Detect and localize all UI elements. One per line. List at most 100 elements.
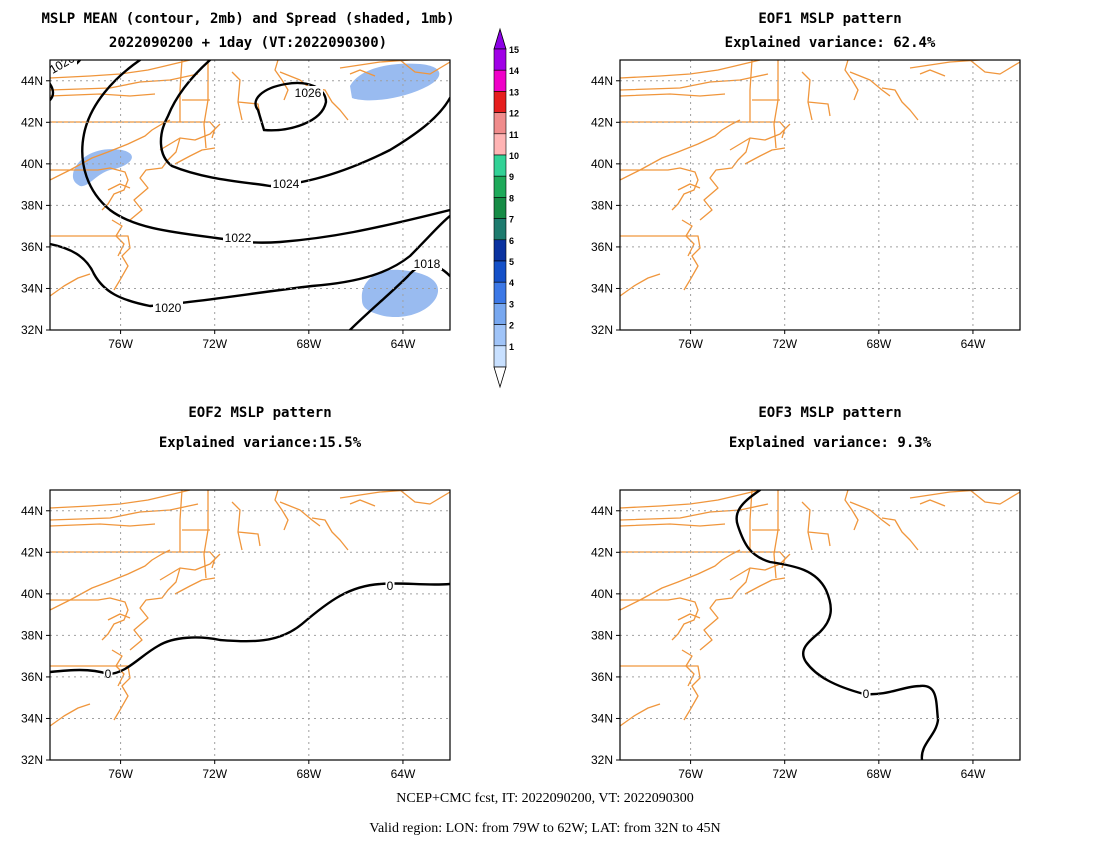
colorbar-max-arrow xyxy=(493,27,507,50)
latitude-tick-label: 34N xyxy=(591,281,613,295)
latitude-tick-label: 36N xyxy=(591,240,613,254)
latitude-tick-label: 32N xyxy=(21,323,43,337)
panel3-title: EOF2 MSLP pattern xyxy=(188,405,331,421)
latitude-tick-label: 42N xyxy=(591,545,613,559)
contour-label: 1024 xyxy=(273,177,300,191)
latitude-tick-label: 34N xyxy=(591,711,613,725)
panel4-subtitle: Explained variance: 9.3% xyxy=(729,435,932,451)
colorbar-label: 11 xyxy=(509,130,519,140)
contour-label: 1022 xyxy=(225,231,252,245)
colorbar-segment xyxy=(493,69,507,92)
coastline xyxy=(50,490,450,727)
colorbar-label: 12 xyxy=(509,109,519,119)
colorbar-label: 10 xyxy=(509,151,519,161)
latitude-tick-label: 36N xyxy=(21,670,43,684)
latitude-tick-label: 32N xyxy=(591,323,613,337)
contour-label: 1026 xyxy=(295,86,322,100)
colorbar-segment xyxy=(493,239,507,262)
colorbar-label: 15 xyxy=(509,45,519,55)
latitude-tick-label: 44N xyxy=(21,74,43,88)
map-frame xyxy=(49,59,451,331)
longitude-tick-label: 68W xyxy=(866,337,891,351)
latitude-tick-label: 38N xyxy=(21,198,43,212)
latitude-tick-label: 38N xyxy=(591,198,613,212)
colorbar-label: 7 xyxy=(509,215,514,225)
colorbar-label: 6 xyxy=(509,236,514,246)
longitude-tick-label: 72W xyxy=(772,337,797,351)
coastline xyxy=(620,60,1020,297)
contour-line xyxy=(50,214,450,308)
colorbar-label: 14 xyxy=(509,66,519,76)
longitude-tick-label: 68W xyxy=(866,767,891,781)
longitude-tick-label: 64W xyxy=(391,337,416,351)
colorbar-label: 9 xyxy=(509,172,514,182)
contour-label: 1018 xyxy=(414,257,441,271)
longitude-tick-label: 68W xyxy=(296,337,321,351)
colorbar-segment xyxy=(493,197,507,219)
longitude-tick-label: 68W xyxy=(296,767,321,781)
colorbar-segment xyxy=(493,324,507,347)
latitude-tick-label: 42N xyxy=(21,115,43,129)
colorbar-segment xyxy=(493,133,507,156)
latitude-tick-label: 40N xyxy=(21,587,43,601)
longitude-tick-label: 72W xyxy=(202,767,227,781)
colorbar-label: 13 xyxy=(509,87,519,97)
latitude-tick-label: 44N xyxy=(591,504,613,518)
latitude-tick-label: 34N xyxy=(21,711,43,725)
colorbar-segment xyxy=(493,175,507,198)
panel3-subtitle: Explained variance:15.5% xyxy=(159,435,362,451)
colorbar-segment xyxy=(493,112,507,135)
longitude-tick-label: 76W xyxy=(678,337,703,351)
colorbar-segment xyxy=(493,91,507,113)
spread-shading-region xyxy=(361,269,439,318)
longitude-tick-label: 76W xyxy=(678,767,703,781)
contour-line xyxy=(159,60,450,188)
latitude-tick-label: 44N xyxy=(591,74,613,88)
mslp-mean-spread-map: 1020 1022 1024 1026 1018 1026 76W 72W 68W 64W 44N 4… xyxy=(21,51,451,351)
longitude-tick-label: 76W xyxy=(108,337,133,351)
colorbar-segment xyxy=(493,260,507,283)
latitude-tick-label: 36N xyxy=(21,240,43,254)
colorbar-segment xyxy=(493,345,507,368)
colorbar-label: 5 xyxy=(509,257,514,267)
map-frame xyxy=(619,489,1021,761)
latitude-tick-label: 38N xyxy=(21,628,43,642)
latitude-tick-label: 34N xyxy=(21,281,43,295)
latitude-tick-label: 38N xyxy=(591,628,613,642)
colorbar-label: 2 xyxy=(509,321,514,331)
colorbar-segment xyxy=(493,281,507,304)
panel1-subtitle: 2022090200 + 1day (VT:2022090300) xyxy=(109,35,387,51)
spread-colorbar: 15 14 13 12 11 10 9 8 7 6 5 4 3 2 1 xyxy=(493,27,519,389)
colorbar-segment xyxy=(493,218,507,241)
colorbar-segment xyxy=(493,303,507,325)
longitude-tick-label: 72W xyxy=(202,337,227,351)
eof3-map: 0 76W 72W 68W 64W 44N 42N 40N 38N 36N 34N 32N xyxy=(591,489,1021,781)
contour-line xyxy=(50,82,55,102)
contour-line xyxy=(50,582,450,676)
eof1-map: 76W 72W 68W 64W 44N 42N 40N 38N 36N 34N 32N xyxy=(591,59,1021,351)
panel4-title: EOF3 MSLP pattern xyxy=(758,405,901,421)
contour-label: 0 xyxy=(387,579,394,593)
latitude-tick-label: 42N xyxy=(591,115,613,129)
contour-line xyxy=(735,490,940,760)
longitude-tick-label: 64W xyxy=(961,767,986,781)
contour-label: 1020 xyxy=(155,301,182,315)
panel2-subtitle: Explained variance: 62.4% xyxy=(725,35,936,51)
contour-label: 0 xyxy=(863,687,870,701)
eof2-map: 0 0 76W 72W 68W 64W 44N 42N 40N 38N 36N 34N 32N xyxy=(21,489,451,781)
coastline xyxy=(620,490,1020,727)
longitude-tick-label: 72W xyxy=(772,767,797,781)
latitude-tick-label: 32N xyxy=(591,753,613,767)
longitude-tick-label: 76W xyxy=(108,767,133,781)
longitude-tick-label: 64W xyxy=(961,337,986,351)
latitude-tick-label: 44N xyxy=(21,504,43,518)
latitude-tick-label: 36N xyxy=(591,670,613,684)
spread-shading-region xyxy=(350,63,440,101)
contour-label: 1026 xyxy=(47,51,77,77)
map-frame xyxy=(49,489,451,761)
latitude-tick-label: 32N xyxy=(21,753,43,767)
contour-line xyxy=(81,60,450,244)
colorbar-label: 3 xyxy=(509,299,514,309)
footer-valid-region: Valid region: LON: from 79W to 62W; LAT:… xyxy=(369,821,720,836)
